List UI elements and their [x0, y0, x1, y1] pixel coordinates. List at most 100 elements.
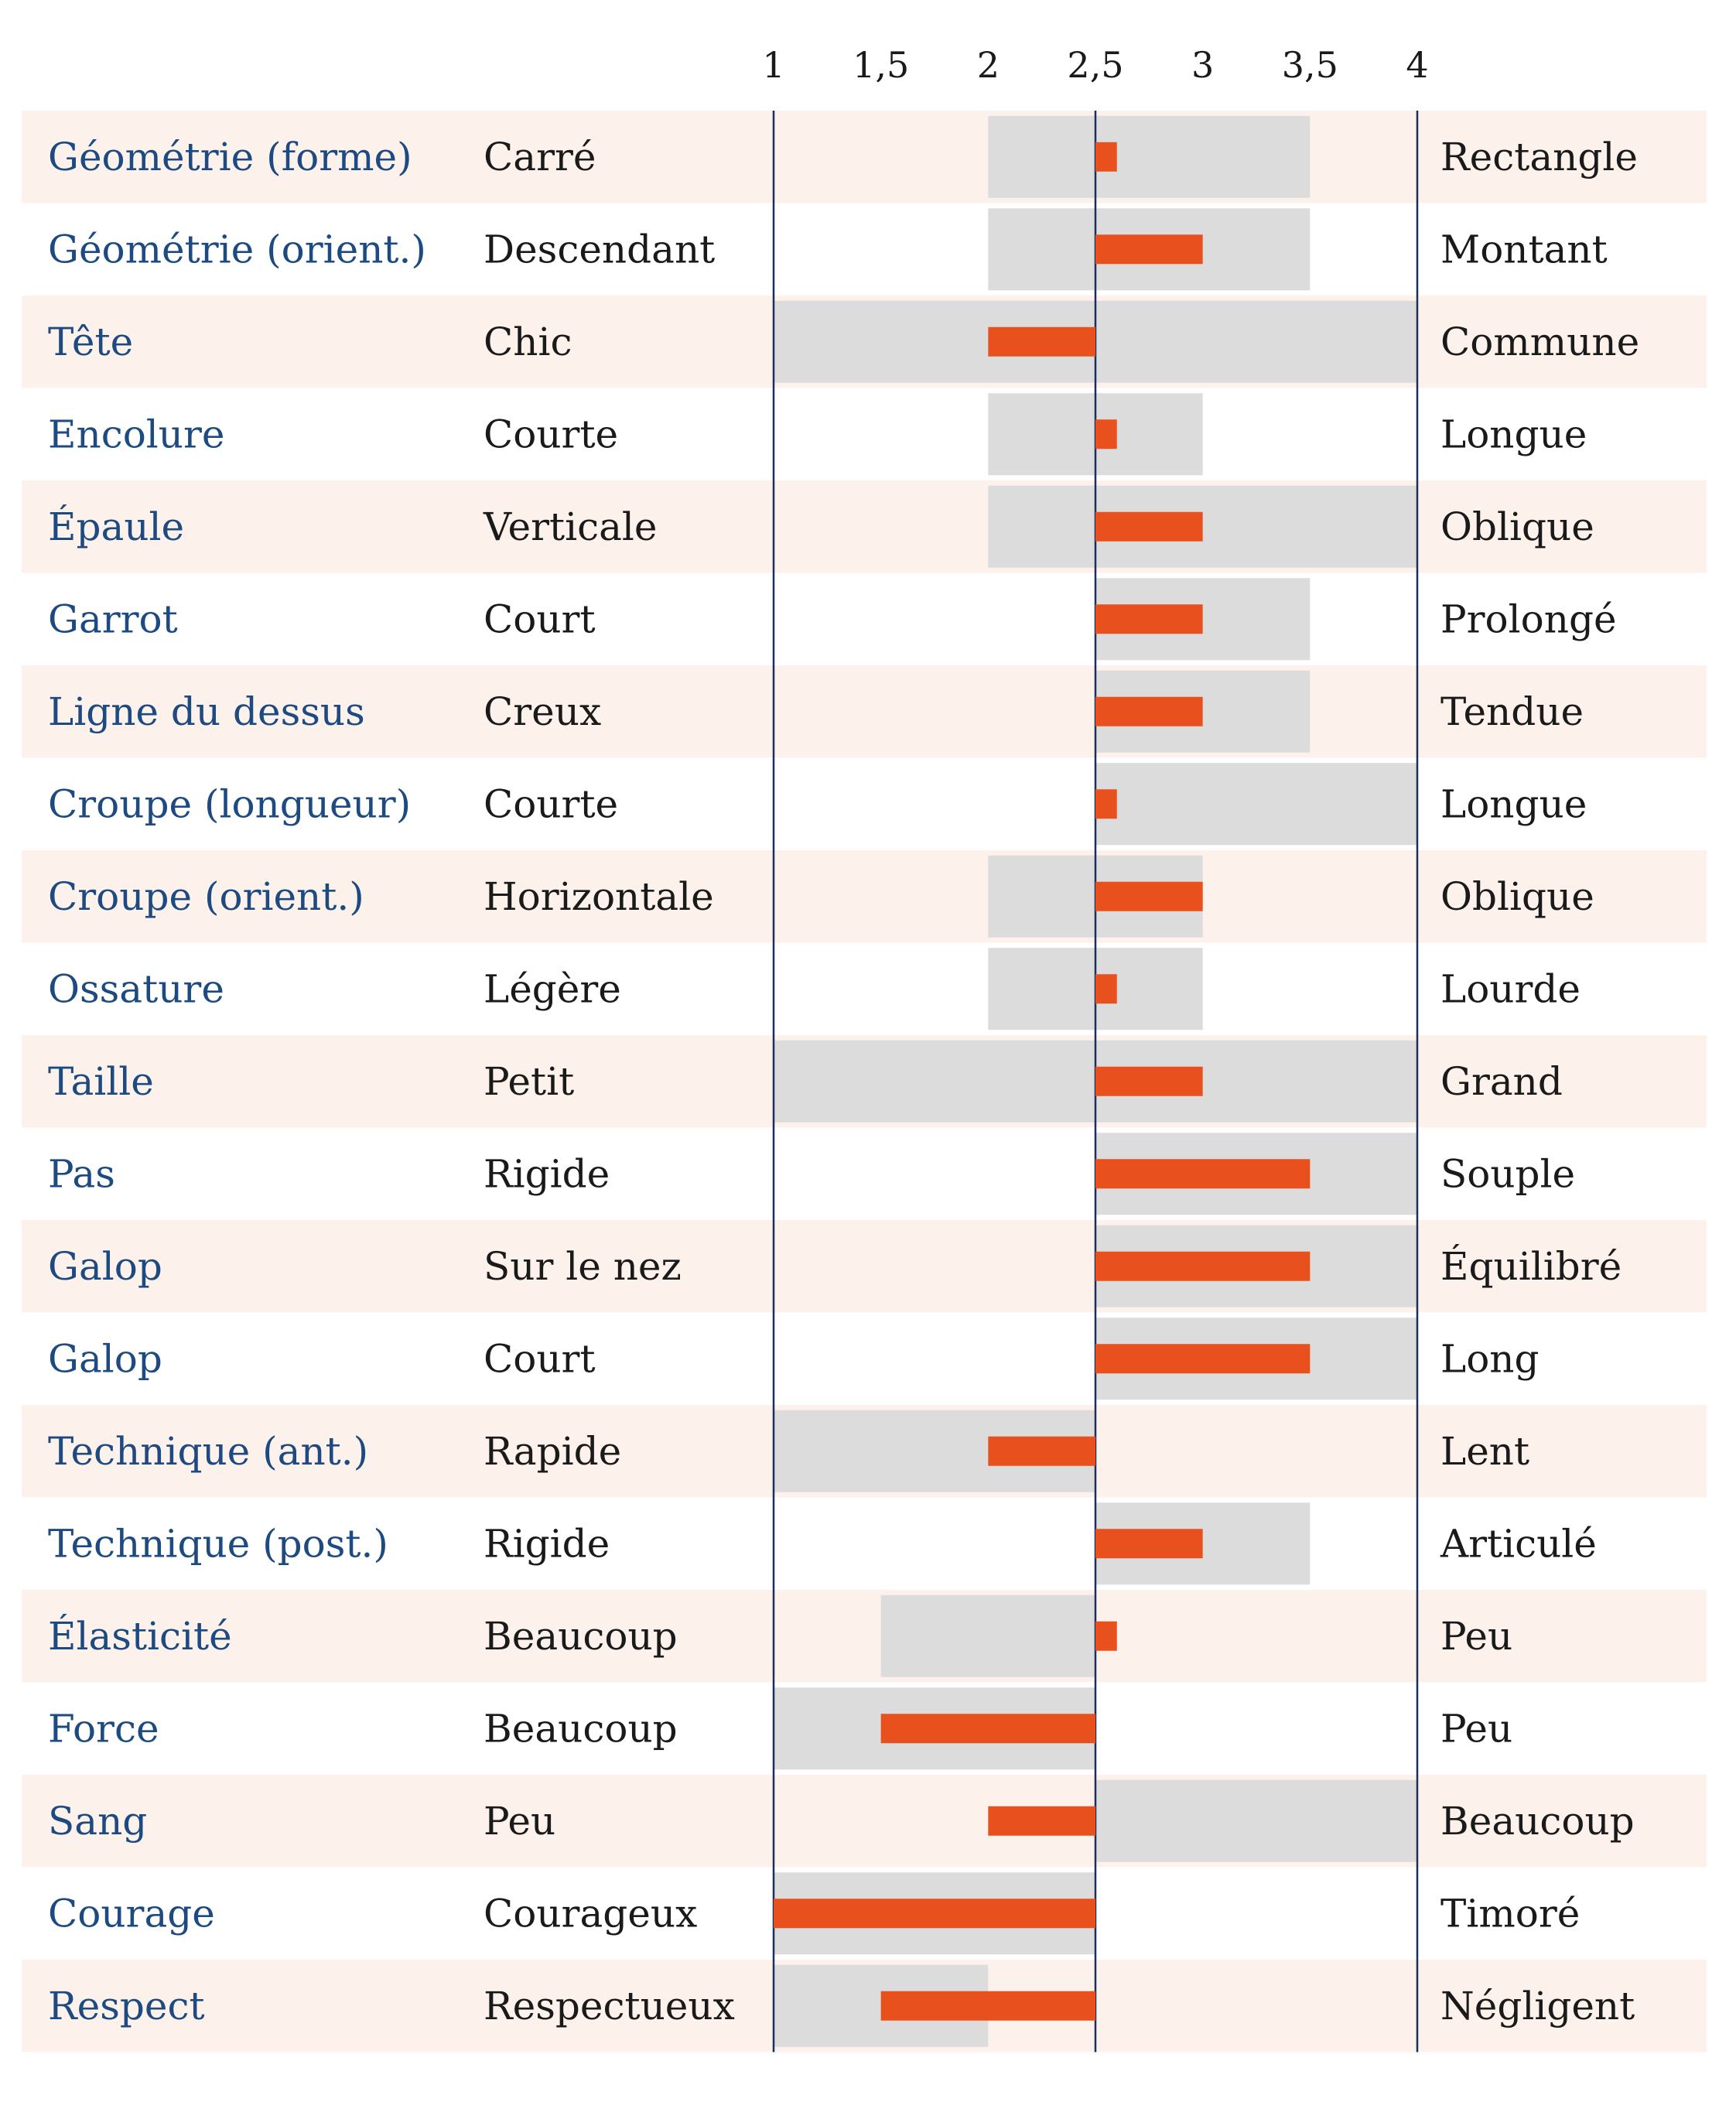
- right-pole-label: Peu: [1440, 1614, 1512, 1659]
- row-stripe: [22, 665, 1707, 758]
- value-bar: [1095, 1344, 1311, 1374]
- right-pole-label: Prolongé: [1440, 596, 1617, 641]
- range-band: [880, 1594, 1095, 1677]
- right-pole-label: Oblique: [1440, 874, 1594, 919]
- trait-label: Croupe (orient.): [48, 874, 364, 919]
- right-pole-label: Peu: [1440, 1706, 1512, 1751]
- trait-label: Respect: [48, 1984, 205, 2029]
- left-pole-label: Rigide: [484, 1521, 610, 1566]
- tick-label: 3: [1191, 44, 1214, 86]
- left-pole-label: Sur le nez: [484, 1244, 682, 1289]
- value-bar: [988, 326, 1095, 357]
- row-stripe: [22, 1220, 1707, 1313]
- left-pole-label: Courte: [484, 781, 618, 826]
- left-pole-label: Rapide: [484, 1429, 621, 1474]
- right-pole-label: Long: [1440, 1336, 1540, 1381]
- trait-label: Technique (ant.): [48, 1429, 368, 1474]
- value-bar: [774, 1899, 1095, 1929]
- left-pole-label: Horizontale: [484, 874, 714, 919]
- value-bar: [880, 1714, 1095, 1744]
- trait-label: Ligne du dessus: [48, 689, 365, 734]
- left-pole-label: Courageux: [484, 1891, 697, 1936]
- value-bar: [988, 1806, 1095, 1836]
- left-pole-label: Beaucoup: [484, 1614, 678, 1659]
- value-bar: [1095, 1159, 1311, 1189]
- trait-label: Géométrie (orient.): [48, 227, 426, 272]
- value-bar: [1095, 789, 1117, 819]
- left-pole-label: Respectueux: [484, 1984, 735, 2029]
- row-labels: Géométrie (forme) Carré Rectangle Géométrie…: [48, 135, 1639, 2029]
- trait-label: Galop: [48, 1336, 162, 1381]
- left-pole-label: Court: [484, 1336, 596, 1381]
- trait-label: Force: [48, 1706, 159, 1751]
- trait-label: Technique (post.): [48, 1521, 388, 1566]
- right-pole-label: Tendue: [1440, 689, 1584, 734]
- left-pole-label: Carré: [484, 135, 596, 179]
- value-bar: [1095, 604, 1203, 634]
- value-bar: [1095, 419, 1117, 449]
- row-stripe: [22, 850, 1707, 943]
- trait-label: Croupe (longueur): [48, 781, 411, 826]
- left-pole-label: Rigide: [484, 1151, 610, 1196]
- right-pole-label: Longue: [1440, 781, 1587, 826]
- value-bars: [774, 142, 1311, 2021]
- value-bar: [1095, 1529, 1203, 1559]
- right-pole-label: Longue: [1440, 412, 1587, 456]
- value-bar: [1095, 1621, 1117, 1651]
- range-band: [1095, 1779, 1417, 1862]
- right-pole-label: Articulé: [1440, 1521, 1597, 1566]
- tick-label: 2: [977, 44, 1000, 86]
- row-stripe: [22, 1590, 1707, 1683]
- left-pole-label: Courte: [484, 412, 618, 456]
- trait-label: Garrot: [48, 596, 178, 641]
- value-bar: [1095, 1066, 1203, 1096]
- right-pole-label: Équilibré: [1440, 1243, 1622, 1289]
- tick-label: 1,5: [853, 44, 909, 86]
- left-pole-label: Légère: [484, 966, 621, 1011]
- value-bar: [1095, 511, 1203, 542]
- tick-label: 2,5: [1067, 44, 1123, 86]
- trait-label: Encolure: [48, 412, 225, 456]
- trait-label: Élasticité: [48, 1613, 232, 1659]
- trait-label: Épaule: [48, 504, 184, 549]
- value-bar: [1095, 974, 1117, 1004]
- trait-label: Taille: [48, 1059, 154, 1104]
- trait-label: Tête: [48, 320, 133, 364]
- trait-label: Ossature: [48, 966, 224, 1011]
- trait-label: Galop: [48, 1244, 162, 1289]
- right-pole-label: Timoré: [1440, 1891, 1580, 1936]
- trait-label: Courage: [48, 1891, 215, 1936]
- left-pole-label: Creux: [484, 689, 601, 734]
- row-stripe: [22, 480, 1707, 573]
- left-pole-label: Verticale: [483, 504, 658, 549]
- range-band: [988, 485, 1417, 568]
- right-pole-label: Négligent: [1440, 1984, 1635, 2029]
- right-pole-label: Beaucoup: [1440, 1799, 1635, 1844]
- tick-label: 1: [762, 44, 784, 86]
- left-pole-label: Beaucoup: [484, 1706, 678, 1751]
- right-pole-label: Lent: [1440, 1429, 1529, 1474]
- value-bar: [1095, 234, 1203, 265]
- trait-label: Géométrie (forme): [48, 135, 412, 179]
- right-pole-label: Rectangle: [1440, 135, 1638, 179]
- right-pole-label: Lourde: [1440, 966, 1581, 1011]
- left-pole-label: Petit: [484, 1059, 574, 1104]
- tick-labels: 1 1,5 2 2,5 3 3,5 4: [762, 44, 1428, 86]
- left-pole-label: Peu: [484, 1799, 555, 1844]
- right-pole-label: Grand: [1440, 1059, 1563, 1104]
- range-band: [988, 115, 1311, 198]
- row-stripe: [22, 1775, 1707, 1868]
- trait-label: Pas: [48, 1151, 115, 1196]
- right-pole-label: Souple: [1440, 1151, 1575, 1196]
- right-pole-label: Montant: [1440, 227, 1608, 272]
- tick-label: 3,5: [1282, 44, 1338, 86]
- range-band: [1095, 763, 1417, 846]
- left-pole-label: Descendant: [484, 227, 715, 272]
- right-pole-label: Oblique: [1440, 504, 1594, 549]
- value-bar: [880, 1991, 1095, 2021]
- value-bar: [1095, 696, 1203, 726]
- value-bar: [1095, 1251, 1311, 1281]
- right-pole-label: Commune: [1440, 320, 1639, 364]
- trait-label: Sang: [48, 1799, 147, 1844]
